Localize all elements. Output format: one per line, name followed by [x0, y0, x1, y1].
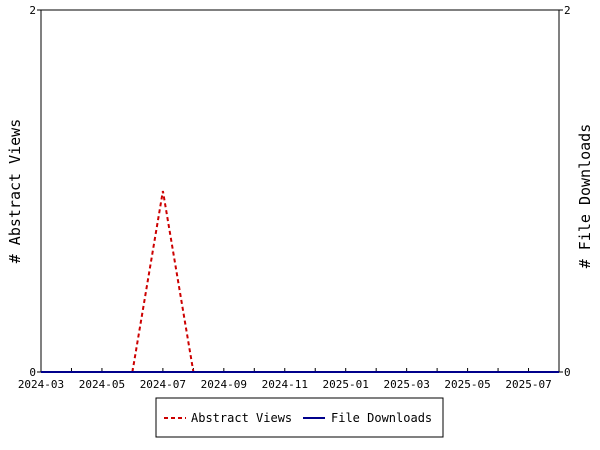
legend-box — [155, 397, 444, 438]
legend-label-abstract-views: Abstract Views — [191, 411, 292, 425]
x-tick-label-0: 2024-03 — [18, 378, 64, 391]
legend: Abstract Views File Downloads — [155, 397, 444, 438]
y-left-tick-label-0: 0 — [29, 366, 36, 379]
plot-frame — [40, 9, 560, 373]
plot-area: 2024-03 2024-05 2024-07 2024-09 2024-11 2025-… — [18, 4, 571, 391]
series-line-abstract-views — [131, 190, 195, 373]
x-tick-label-6: 2025-03 — [383, 378, 429, 391]
x-tick-label-8: 2025-07 — [505, 378, 551, 391]
x-tick-label-3: 2024-09 — [201, 378, 247, 391]
x-tick-label-5: 2025-01 — [323, 378, 369, 391]
x-tick-label-4: 2024-11 — [262, 378, 308, 391]
y-right-tick-label-1: 2 — [564, 4, 571, 17]
x-tick-label-7: 2025-05 — [444, 378, 490, 391]
y-axis-title-right: # File Downloads — [576, 124, 594, 269]
y-right-tick-label-0: 0 — [564, 366, 571, 379]
x-tick-label-1: 2024-05 — [79, 378, 125, 391]
legend-label-file-downloads: File Downloads — [331, 411, 432, 425]
y-axis-title-left: # Abstract Views — [6, 119, 24, 264]
y-left-tick-label-1: 2 — [29, 4, 36, 17]
x-tick-label-2: 2024-07 — [140, 378, 186, 391]
